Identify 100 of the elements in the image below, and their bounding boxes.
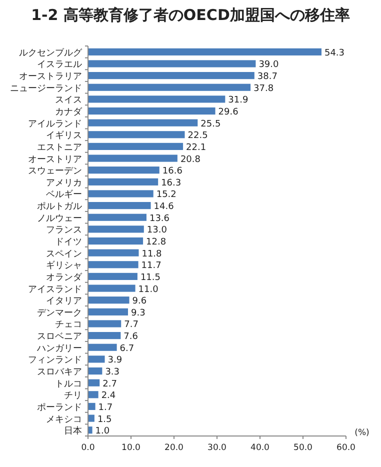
bar (88, 178, 158, 186)
y-tick-label: ポルトガル (37, 202, 82, 212)
y-tick-label: 日本 (64, 426, 82, 437)
x-tick-label: 60.0 (336, 443, 356, 453)
bar (88, 214, 146, 221)
y-tick-label: アイルランド (28, 119, 82, 130)
bar (88, 72, 254, 80)
data-label: 9.3 (130, 308, 146, 318)
chart-title: 1-2 高等教育修了者のOECD加盟国への移住率 (31, 6, 350, 24)
bar (88, 332, 121, 340)
data-label: 12.8 (146, 238, 166, 248)
data-label: 11.0 (138, 284, 159, 295)
y-tick-label: スイス (55, 96, 82, 106)
y-tick-label: チリ (64, 391, 82, 402)
bar (88, 284, 136, 292)
bar (88, 48, 322, 56)
data-label: 6.7 (120, 344, 134, 354)
data-label: 2.7 (102, 379, 117, 390)
y-tick-label: アメリカ (46, 178, 82, 188)
data-label: 13.0 (146, 226, 168, 236)
data-label: 2.4 (101, 391, 116, 402)
bar (88, 261, 138, 268)
y-tick-label: ニュージーランド (10, 84, 82, 94)
data-label: 13.6 (149, 214, 170, 224)
bar (88, 107, 216, 115)
y-tick-label: エストニア (37, 142, 82, 153)
y-tick-label: カナダ (55, 106, 83, 118)
data-label: 9.6 (132, 296, 147, 307)
data-label: 20.8 (180, 154, 201, 165)
bar (88, 154, 178, 162)
bar (88, 190, 154, 198)
x-tick-label: 10.0 (122, 443, 140, 453)
bar (88, 402, 96, 410)
y-tick-label: トルコ (55, 379, 82, 390)
data-label: 1.0 (95, 426, 110, 437)
y-tick-label: イギリス (46, 130, 82, 142)
x-tick-label: 40.0 (250, 443, 270, 453)
data-label: 38.7 (257, 72, 278, 82)
bar (88, 119, 198, 126)
bar (88, 272, 138, 280)
data-label: 11.5 (140, 272, 160, 283)
bar (88, 84, 251, 91)
y-tick-label: ドイツ (55, 238, 82, 248)
y-tick-label: メキシコ (46, 414, 82, 425)
bar (88, 344, 117, 351)
bar (88, 96, 226, 103)
bar (88, 414, 94, 422)
y-tick-label: ギリシャ (46, 260, 82, 272)
bar (88, 308, 128, 316)
data-label: 39.0 (258, 60, 280, 70)
bar (88, 142, 184, 150)
bar (88, 296, 130, 304)
bar (88, 166, 160, 174)
y-tick-label: フィンランド (28, 356, 82, 366)
data-label: 7.7 (124, 320, 138, 330)
y-tick-label: イスラエル (37, 60, 82, 70)
x-axis-title: (%) (354, 428, 370, 438)
x-tick-label: 20.0 (164, 443, 184, 453)
y-tick-label: チェコ (55, 320, 82, 330)
x-tick-label: 30.0 (208, 443, 226, 453)
y-tick-label: スロベニア (37, 332, 82, 342)
y-tick-label: スペイン (46, 249, 82, 260)
y-tick-label: オーストリア (28, 154, 82, 165)
data-label: 1.5 (97, 414, 112, 425)
bar (88, 226, 144, 233)
y-tick-label: ポーランド (37, 402, 82, 413)
y-tick-label: イタリア (46, 296, 82, 307)
bar (88, 249, 139, 256)
bar (88, 379, 100, 386)
bar (88, 60, 256, 68)
bar (88, 426, 92, 434)
data-label: 54.3 (324, 48, 345, 58)
bar (88, 131, 185, 138)
data-label: 1.7 (98, 402, 113, 413)
data-label: 29.6 (218, 108, 239, 118)
y-tick-label: ベルギー (46, 189, 82, 200)
data-label: 7.6 (124, 332, 138, 342)
data-label: 22.1 (186, 142, 206, 153)
data-label: 11.7 (141, 261, 162, 272)
data-label: 22.5 (188, 131, 208, 142)
y-tick-label: スウェーデン (28, 166, 82, 177)
bar (88, 391, 98, 398)
bar (88, 202, 151, 210)
y-tick-label: スロバキア (37, 368, 82, 378)
data-label: 11.8 (142, 249, 162, 260)
y-tick-label: オーストラリア (19, 72, 82, 82)
data-label: 15.2 (156, 190, 176, 200)
data-label: 16.6 (162, 166, 183, 177)
data-label: 3.9 (108, 356, 122, 366)
data-label: 14.6 (154, 202, 174, 212)
bar (88, 356, 105, 363)
bar (88, 367, 102, 375)
y-tick-label: ハンガリー (36, 344, 82, 354)
bar (88, 237, 144, 245)
data-label: 16.3 (161, 178, 182, 188)
y-tick-label: ノルウェー (37, 214, 82, 224)
bar (88, 320, 122, 328)
y-tick-label: アイスランド (28, 284, 82, 295)
data-label: 25.5 (200, 119, 221, 130)
x-tick-label: 50.0 (294, 443, 312, 453)
